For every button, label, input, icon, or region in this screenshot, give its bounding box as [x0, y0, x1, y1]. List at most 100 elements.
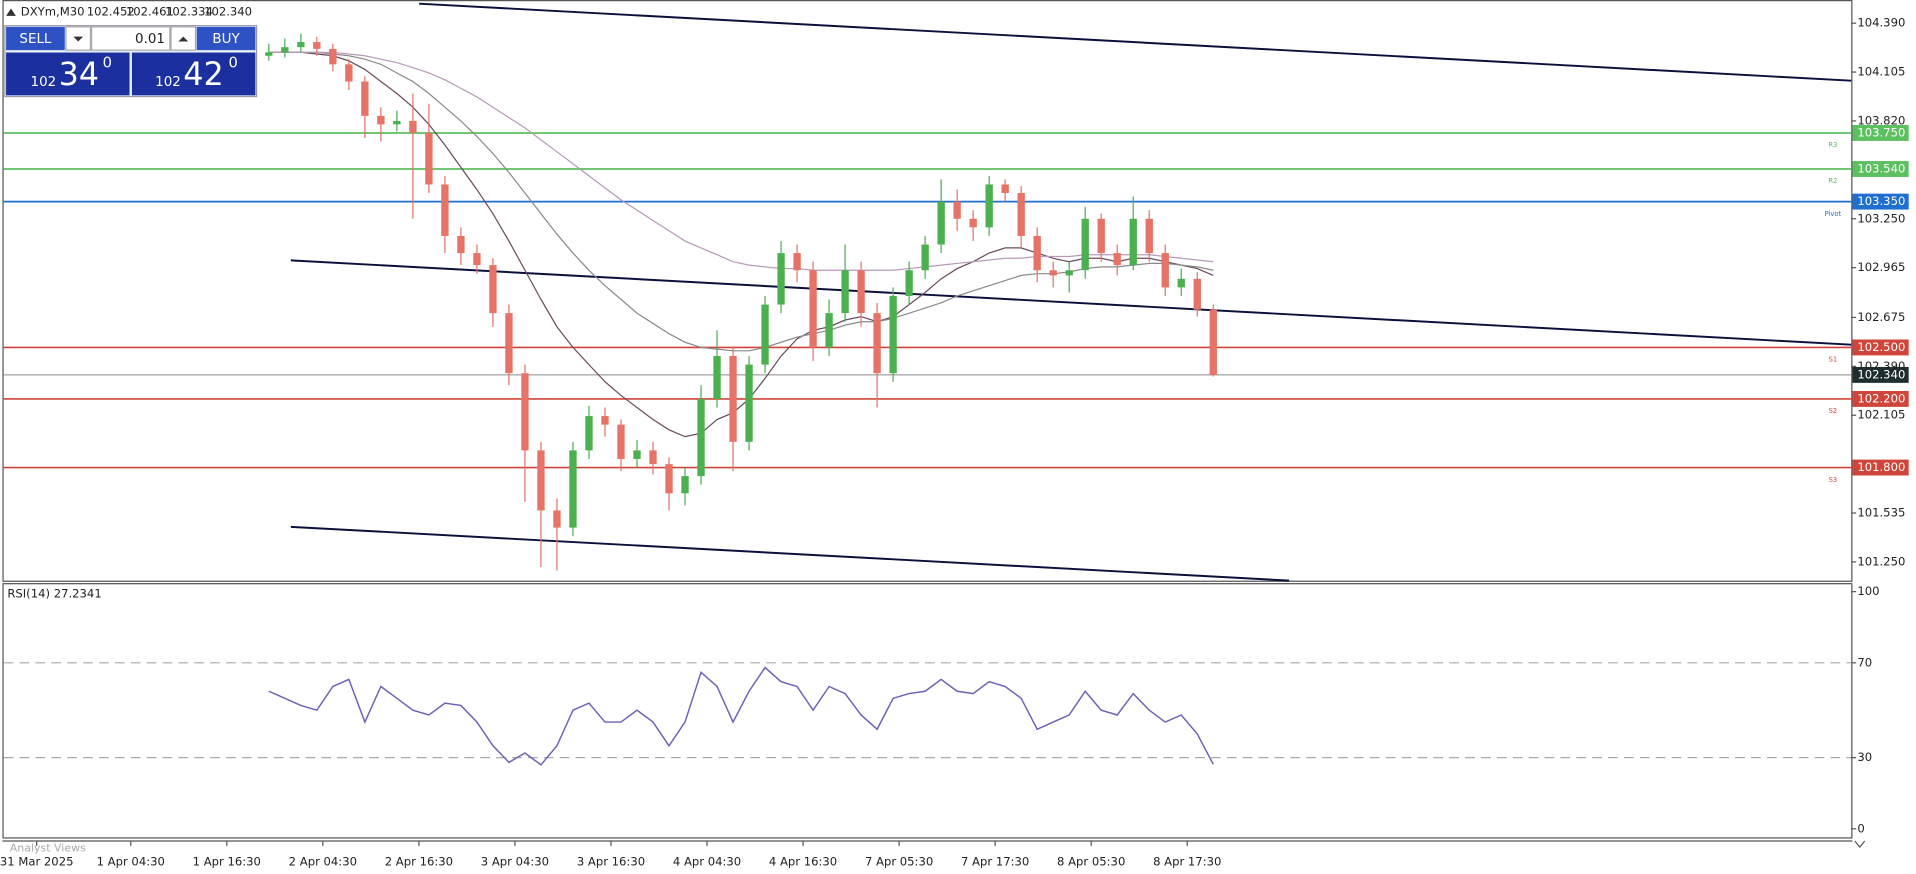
- candle-body: [953, 201, 961, 219]
- candle-body: [1049, 270, 1057, 276]
- candle-body: [777, 253, 785, 305]
- candle-body: [393, 120, 401, 125]
- time-axis: 31 Mar 2025 1 Apr 04:30 1 Apr 16:30 2 Apr 0…: [0, 840, 1221, 868]
- analyst-views[interactable]: Analyst Views: [10, 841, 86, 854]
- trendline: [290, 525, 1290, 582]
- time-label: 31 Mar 2025: [0, 854, 73, 868]
- ohlc-open: 102.452: [87, 5, 135, 19]
- candle-body: [537, 450, 545, 511]
- time-label: 7 Apr 05:30: [865, 854, 933, 868]
- candle-body: [809, 270, 817, 348]
- candle-body: [905, 270, 913, 296]
- buy-price-box[interactable]: [131, 52, 256, 96]
- candle-body: [1081, 218, 1089, 271]
- candle-body: [793, 253, 801, 271]
- current-price-label: 102.340: [1857, 367, 1905, 381]
- time-label: 3 Apr 16:30: [577, 854, 645, 868]
- candle-body: [313, 42, 321, 49]
- candle-body: [841, 270, 849, 314]
- candle-body: [681, 476, 689, 494]
- ohlc-close: 102.340: [204, 5, 252, 19]
- rsi-panel-frame: [2, 583, 1853, 839]
- volume-field[interactable]: [91, 26, 171, 51]
- candle-body: [265, 52, 273, 56]
- time-label: 1 Apr 04:30: [97, 854, 165, 868]
- candle-body: [505, 313, 513, 374]
- candle-body: [729, 356, 737, 442]
- candle-body: [745, 364, 753, 442]
- level-label-box: [1852, 459, 1909, 476]
- candle-body: [1193, 278, 1201, 310]
- candle-body: [425, 132, 433, 185]
- time-label: 4 Apr 04:30: [673, 854, 741, 868]
- sell-label: SELL: [19, 32, 52, 47]
- candle-body: [937, 201, 945, 245]
- volume-value: 0.01: [135, 32, 165, 47]
- level-name: R3: [1828, 141, 1837, 149]
- candles: [265, 33, 1217, 571]
- candle-body: [665, 464, 673, 494]
- time-label: 1 Apr 16:30: [193, 854, 261, 868]
- level-name: R2: [1828, 177, 1837, 185]
- candle-body: [825, 313, 833, 348]
- level-name: S2: [1829, 407, 1838, 415]
- y-tick-label: 101.250: [1857, 554, 1905, 568]
- level-label: 103.540: [1857, 162, 1905, 176]
- level-name: S1: [1829, 356, 1838, 364]
- level-label: 101.800: [1857, 460, 1905, 474]
- buy-button[interactable]: [196, 26, 256, 51]
- candle-body: [697, 398, 705, 477]
- sell-price-box[interactable]: [6, 52, 130, 96]
- y-tick-label: 102.105: [1857, 408, 1905, 422]
- trendline: [419, 2, 1852, 82]
- candle-body: [649, 450, 657, 465]
- candle-body: [345, 64, 353, 82]
- candle-body: [873, 313, 881, 374]
- candle-body: [1177, 278, 1185, 288]
- y-tick-label: 102.675: [1857, 310, 1905, 324]
- level-label: 102.200: [1857, 391, 1905, 405]
- y-tick-label: 104.105: [1857, 65, 1905, 79]
- candle-body: [713, 356, 721, 399]
- candle-body: [1209, 309, 1217, 375]
- sell-price-big: 102: [31, 75, 57, 90]
- sell-button[interactable]: [6, 26, 65, 51]
- candle-body: [521, 373, 529, 451]
- rsi-title: RSI(14) 27.2341: [7, 587, 101, 601]
- level-label: 103.350: [1857, 194, 1905, 208]
- time-label: 2 Apr 04:30: [289, 854, 357, 868]
- candle-body: [457, 235, 465, 254]
- buy-price-pips: 42: [183, 57, 223, 93]
- level-label: 103.750: [1857, 125, 1905, 139]
- candle-body: [1145, 218, 1153, 254]
- candle-body: [1033, 235, 1041, 271]
- candle-body: [985, 184, 993, 228]
- price-axis: 104.390 104.105 103.820 103.250 102.965 102.6…: [1851, 16, 1909, 568]
- ohlc-low: 102.334: [165, 5, 213, 19]
- candle-body: [601, 416, 609, 425]
- candle-body: [1065, 270, 1073, 276]
- current-price-box: [1852, 366, 1909, 383]
- candle-body: [1097, 218, 1105, 254]
- candle-body: [297, 42, 305, 48]
- candle-body: [441, 184, 449, 236]
- trendline: [290, 259, 1852, 346]
- moving-average: [268, 51, 1214, 271]
- time-label: 8 Apr 17:30: [1153, 854, 1221, 868]
- level-label-box: [1852, 339, 1909, 356]
- candle-body: [969, 218, 977, 228]
- y-tick-label: 104.390: [1857, 16, 1905, 30]
- scroll-arrow[interactable]: [1854, 840, 1866, 849]
- levels: R3 R2 Pivot S1 S2 S3: [3, 132, 1852, 484]
- buy-price-big: 102: [155, 75, 181, 90]
- symbol: DXYm,M30: [21, 5, 85, 19]
- level-label-box: [1852, 193, 1909, 210]
- sell-price-sup: 0: [103, 55, 112, 72]
- y-tick-label: 102.965: [1857, 260, 1905, 274]
- candle-body: [1129, 218, 1137, 266]
- candle-body: [1017, 193, 1025, 236]
- candle-body: [585, 416, 593, 451]
